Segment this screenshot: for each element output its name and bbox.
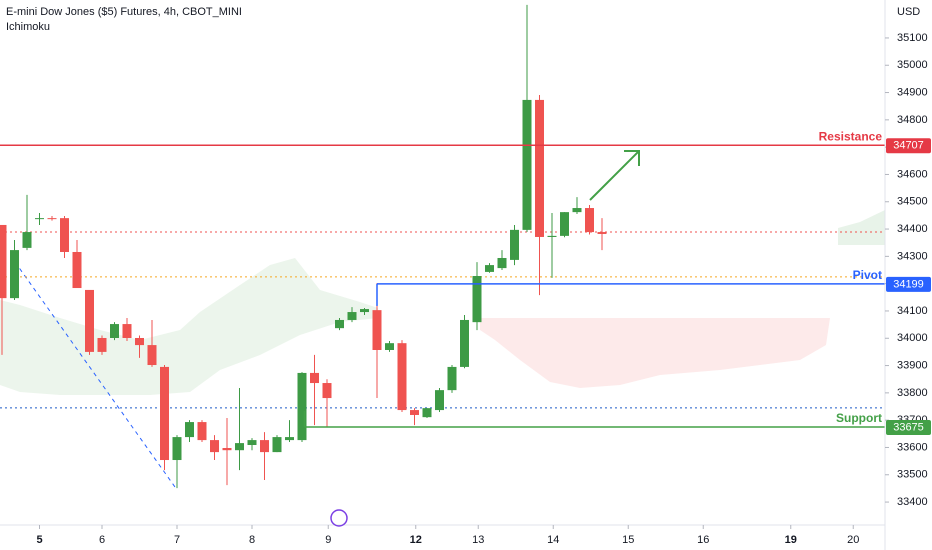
y-tick-label: 34500 [897,196,928,208]
candle-body [360,309,369,313]
candle-body [535,99,544,237]
x-tick-label: 7 [174,534,180,546]
candle-body [272,437,282,453]
candle-body [260,440,269,453]
x-tick-label: 14 [547,534,559,546]
x-tick-label: 15 [622,534,634,546]
candle-body [510,229,519,260]
indicator-label: Ichimoku [6,21,50,33]
trend-line [14,261,176,488]
y-tick-label: 33500 [897,469,928,481]
currency-label: USD [897,6,920,18]
level-name: Pivot [853,268,882,282]
candle-body [10,250,19,299]
candle-body [522,99,532,230]
level-tag-label: 34707 [893,140,924,152]
x-tick-label: 12 [410,534,422,546]
candle-body [47,218,57,220]
candle-body [310,372,319,384]
candle-body [597,232,607,234]
y-tick-label: 34800 [897,114,928,126]
candle-body [22,232,32,248]
chart-title: E-mini Dow Jones ($5) Futures, 4h, CBOT_… [6,6,242,18]
x-tick-label: 16 [697,534,709,546]
candle-body [460,319,469,367]
level-tag [886,419,931,435]
candle-body [547,235,557,237]
candle-body [472,276,482,323]
candle-body [447,366,457,391]
y-tick-label: 34900 [897,86,928,98]
level-tag [886,138,931,154]
event-icon[interactable] [330,509,348,527]
x-tick-label: 6 [99,534,105,546]
y-tick-label: 33800 [897,387,928,399]
y-tick-label: 34100 [897,305,928,317]
candle-body [422,408,432,418]
candle-body [110,324,119,338]
candle-body [397,343,407,411]
candle-body [385,343,394,350]
candle-body [135,337,144,346]
y-tick-label: 34600 [897,168,928,180]
candle-body [35,218,44,220]
x-tick-label: 20 [847,534,859,546]
candle-body [322,383,332,399]
level-name: Resistance [819,129,883,143]
candle-body [410,410,419,415]
candle-body [335,319,344,329]
level-name: Support [836,411,882,425]
candle-body [372,310,382,350]
arrow-head [624,150,640,166]
candle-body [185,422,194,438]
level-tag-label: 34199 [893,278,924,290]
x-tick-label: 5 [36,534,42,546]
y-tick-label: 33900 [897,359,928,371]
candle-body [160,366,169,461]
ichimoku-cloud-green [0,258,378,395]
candle-body [285,437,294,441]
level-tag-label: 33675 [893,421,924,433]
y-tick-label: 33600 [897,441,928,453]
candle-body [210,440,219,453]
y-tick-label: 33400 [897,496,928,508]
arrow [589,151,639,201]
x-tick-label: 19 [785,534,797,546]
candle-body [297,372,307,441]
candle-body [560,212,569,236]
candle-body [235,443,244,451]
candle-body [97,337,107,352]
candle-body [572,208,582,213]
y-tick-label: 34000 [897,332,928,344]
y-tick-label: 34300 [897,250,928,262]
ichimoku-cloud-red [480,318,830,388]
candle-body [585,208,594,233]
candle-body [172,437,182,461]
candle-body [497,257,507,269]
x-tick-label: 8 [249,534,255,546]
x-tick-label: 9 [325,534,331,546]
candle-body [0,224,7,299]
y-tick-label: 35100 [897,32,928,44]
ichimoku-cloud-green [838,210,885,245]
y-tick-label: 35000 [897,59,928,71]
candle-body [247,440,257,446]
candle-body [60,218,69,252]
y-tick-label: 34400 [897,223,928,235]
candle-body [122,324,132,338]
candle-body [485,265,494,272]
candle-body [222,448,232,451]
candle-body [197,422,207,441]
candle-body [147,345,157,366]
candle-body [85,289,94,352]
candle-body [72,251,82,289]
x-tick-label: 13 [472,534,484,546]
candle-body [435,390,444,411]
level-tag [886,276,931,292]
candle-body [347,312,357,320]
